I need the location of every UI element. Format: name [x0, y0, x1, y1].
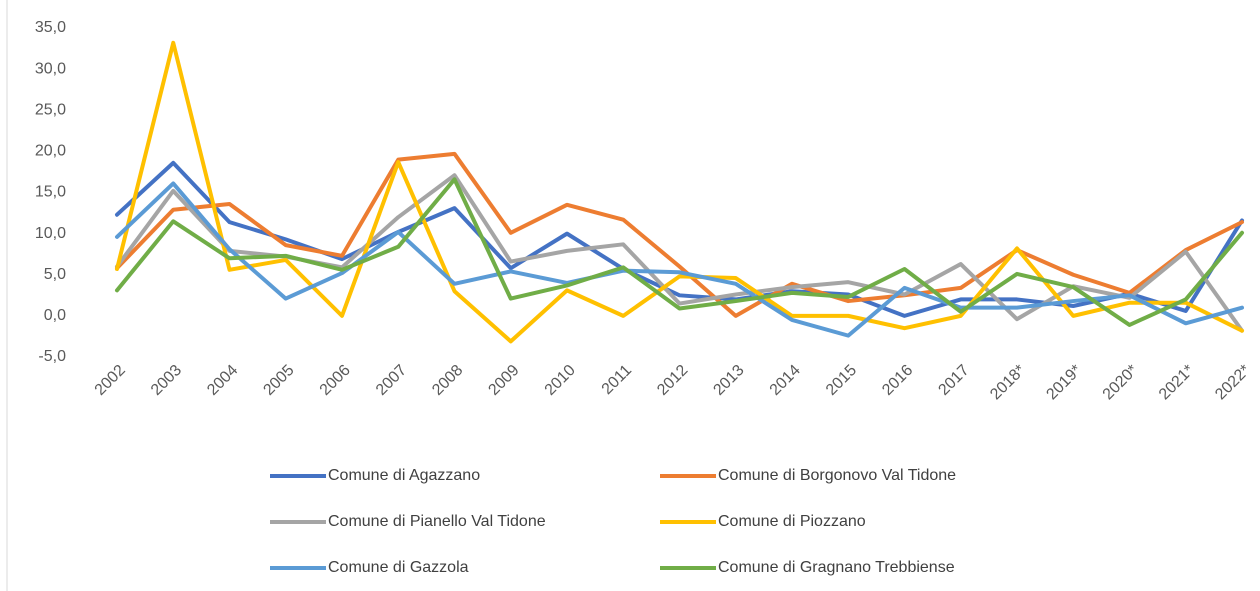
x-tick-label: 2010 [542, 362, 579, 399]
series-line [115, 151, 1244, 318]
legend: Comune di Agazzano Comune di Borgonovo Va… [270, 467, 956, 576]
series-line [115, 181, 1244, 338]
x-tick-label: 2017 [935, 362, 972, 399]
x-tick-label: 2007 [373, 362, 410, 399]
y-tick-label: 15,0 [35, 184, 66, 201]
x-tick-label: 2012 [654, 362, 691, 399]
y-tick-label: 5,0 [44, 266, 66, 283]
x-tick-label: 2006 [317, 362, 354, 399]
legend-label: Comune di Agazzano [328, 467, 480, 484]
series-line [115, 160, 1244, 318]
x-tick-label: 2022* [1212, 362, 1254, 404]
y-tick-label: -5,0 [38, 348, 66, 365]
x-tick-label: 2009 [485, 362, 522, 399]
x-tick-label: 2020* [1100, 362, 1142, 404]
x-tick-label: 2005 [260, 362, 297, 399]
y-tick-label: 30,0 [35, 60, 66, 77]
x-tick-label: 2011 [599, 362, 635, 398]
legend-label: Comune di Piozzano [718, 513, 866, 530]
x-tick-label: 2002 [92, 362, 129, 399]
legend-label: Comune di Gragnano Trebbiense [718, 559, 955, 576]
y-tick-label: 25,0 [35, 101, 66, 118]
x-tick-label: 2018* [987, 362, 1029, 404]
x-tick-label: 2016 [879, 362, 916, 399]
x-tick-label: 2021* [1156, 362, 1198, 404]
x-tick-label: 2015 [823, 362, 860, 399]
x-tick-label: 2004 [204, 362, 241, 399]
legend-label: Comune di Borgonovo Val Tidone [718, 467, 956, 484]
x-tick-label: 2003 [148, 362, 185, 399]
y-tick-label: 0,0 [44, 307, 66, 324]
y-tick-label: 35,0 [35, 19, 66, 36]
legend-label: Comune di Gazzola [328, 559, 469, 576]
y-tick-label: 20,0 [35, 143, 66, 160]
x-tick-label: 2014 [767, 362, 804, 399]
y-tick-label: 10,0 [35, 225, 66, 242]
x-tick-label: 2013 [710, 362, 747, 399]
x-tick-label: 2008 [429, 362, 466, 399]
series-line [115, 40, 1244, 344]
x-tick-label: 2019* [1043, 362, 1085, 404]
legend-label: Comune di Pianello Val Tidone [328, 513, 546, 530]
series-line [115, 177, 1244, 327]
